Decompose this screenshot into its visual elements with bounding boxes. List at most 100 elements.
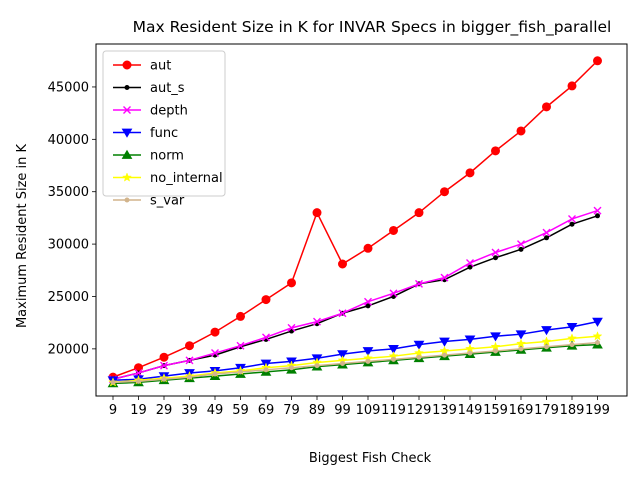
x-tick-label: 89 [309, 403, 326, 418]
x-axis-label: Biggest Fish Check [309, 451, 432, 466]
series-line-no_internal [112, 335, 598, 384]
data-point-aut [287, 278, 296, 288]
series-line-depth [112, 209, 598, 380]
data-point-aut [414, 208, 424, 218]
data-point-aut [491, 146, 500, 156]
data-point-s_var [391, 356, 396, 362]
data-point-func [490, 332, 501, 342]
data-point-depth [160, 361, 168, 370]
x-tick-label: 19 [130, 403, 147, 418]
data-point-aut [236, 311, 245, 321]
x-tick-label: 189 [560, 403, 585, 418]
data-point-aut [159, 352, 169, 362]
y-tick-label: 45000 [48, 80, 89, 95]
data-point-aut [185, 341, 194, 351]
data-point-s_var [544, 344, 549, 350]
data-point-no_internal [592, 331, 603, 341]
legend-swatch-marker [123, 106, 131, 114]
data-point-depth [211, 349, 219, 358]
legend-swatch-marker [122, 172, 132, 182]
y-axis-label: Maximum Resident Size in K [15, 144, 30, 329]
series-line-s_var [112, 341, 598, 384]
x-tick-label: 29 [156, 403, 173, 418]
legend-label: aut_s [150, 81, 185, 96]
data-point-aut [363, 243, 373, 253]
data-point-depth [185, 356, 194, 365]
data-point-s_var [365, 358, 371, 364]
data-point-depth [287, 323, 296, 332]
data-point-s_var [518, 346, 524, 352]
data-point-s_var [340, 361, 345, 367]
series-line-norm [112, 343, 598, 385]
data-point-depth [313, 317, 321, 326]
data-point-s_var [212, 371, 218, 377]
data-point-aut_s [391, 293, 396, 299]
data-point-no_internal [516, 338, 526, 348]
legend-item-aut: aut [113, 59, 171, 74]
x-tick-label: 119 [381, 403, 406, 418]
data-point-depth [593, 206, 602, 215]
x-tick-label: 79 [283, 403, 300, 418]
x-tick-label: 99 [334, 403, 351, 418]
legend-swatch-marker [121, 149, 133, 159]
data-point-func [592, 317, 603, 327]
x-tick-label: 159 [483, 403, 508, 418]
data-point-s_var [569, 342, 575, 348]
legend-item-s_var: s_var [113, 194, 185, 209]
data-point-depth [568, 214, 576, 223]
series-depth [109, 206, 602, 384]
data-point-aut [440, 187, 449, 197]
data-point-aut_s [365, 303, 371, 309]
data-point-s_var [187, 374, 192, 380]
data-point-aut [542, 102, 551, 112]
x-tick-label: 59 [232, 403, 249, 418]
legend-item-depth: depth [113, 104, 188, 119]
x-tick-label: 149 [458, 403, 483, 418]
chart-title: Max Resident Size in K for INVAR Specs i… [133, 18, 612, 37]
data-point-s_var [263, 367, 269, 373]
data-point-depth [364, 297, 372, 306]
data-point-func [413, 340, 425, 350]
data-point-aut_s [544, 235, 549, 241]
x-tick-label: 199 [585, 403, 610, 418]
legend-swatch-marker [122, 60, 132, 70]
data-point-aut_s [569, 221, 575, 227]
series-aut [108, 56, 602, 382]
data-point-depth [389, 289, 398, 298]
data-point-func [541, 326, 552, 336]
data-point-no_internal [541, 336, 552, 346]
data-point-s_var [416, 354, 422, 360]
y-tick-label: 20000 [48, 342, 89, 357]
data-point-func [439, 337, 450, 347]
series-line-func [112, 320, 598, 382]
series-layer [107, 56, 603, 388]
data-point-aut [567, 81, 577, 91]
data-point-aut [261, 295, 271, 305]
data-point-aut [312, 208, 322, 218]
y-tick-label: 30000 [48, 238, 89, 253]
x-axis: 9 19 29 39 49 59 69 79 89 99 109 119 129 139 149 159 169… [109, 396, 610, 418]
data-point-s_var [110, 379, 116, 385]
data-point-depth [466, 258, 474, 267]
y-axis: 20000 25000 30000 35000 40000 45000 [48, 80, 96, 357]
data-point-depth [542, 228, 551, 237]
x-tick-label: 109 [356, 403, 381, 418]
data-point-depth [134, 368, 143, 377]
data-point-aut_s [289, 328, 294, 334]
y-tick-label: 35000 [48, 185, 89, 200]
x-tick-label: 179 [534, 403, 559, 418]
data-point-aut_s [493, 255, 498, 261]
data-point-aut_s [467, 264, 473, 270]
legend-item-func: func [113, 126, 178, 141]
legend-label: norm [150, 149, 184, 164]
data-point-s_var [442, 352, 447, 358]
legend-swatch-marker [124, 85, 130, 90]
x-tick-label: 69 [258, 403, 275, 418]
data-point-depth [415, 279, 423, 288]
data-point-aut [465, 168, 475, 178]
data-point-s_var [136, 378, 141, 384]
data-point-func [464, 335, 476, 345]
x-tick-label: 39 [181, 403, 198, 418]
